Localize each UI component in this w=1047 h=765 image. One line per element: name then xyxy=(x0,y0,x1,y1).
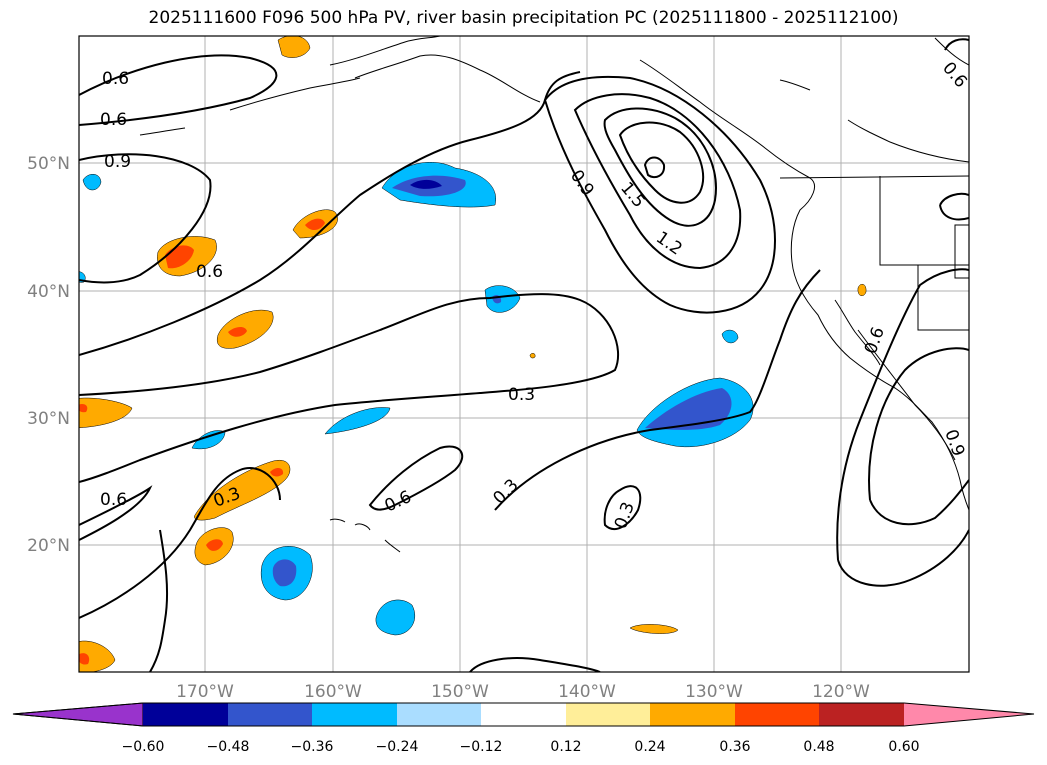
lon-tick-label: 140°W xyxy=(558,682,616,702)
lon-tick-label: 120°W xyxy=(812,682,870,702)
colorbar-extend-right xyxy=(904,703,1034,726)
colorbar-tick-label: −0.12 xyxy=(460,739,503,755)
lon-tick-label: 130°W xyxy=(685,682,743,702)
colorbar-swatch xyxy=(566,703,650,726)
lon-tick-label: 170°W xyxy=(176,682,234,702)
contour-label: 0.6 xyxy=(100,490,127,510)
map-frame xyxy=(78,35,970,673)
colorbar-swatch xyxy=(143,703,228,726)
colorbar-swatch xyxy=(650,703,735,726)
colorbar-tick-label: 0.12 xyxy=(550,739,581,755)
colorbar-tick-label: 0.48 xyxy=(803,739,834,755)
lat-tick-label: 40°N xyxy=(27,282,70,302)
lat-tick-label: 30°N xyxy=(27,409,70,429)
lon-tick-label: 150°W xyxy=(431,682,489,702)
contour-label: 0.9 xyxy=(104,152,131,172)
lat-tick-label: 20°N xyxy=(27,536,70,556)
colorbar xyxy=(12,702,1035,727)
coastlines xyxy=(139,36,969,553)
colorbar-tick-label: −0.24 xyxy=(376,739,419,755)
lat-tick-labels: 50°N 40°N 30°N 20°N xyxy=(27,154,70,556)
contour-label: 0.6 xyxy=(102,69,129,89)
pv-contours xyxy=(79,38,969,672)
map-area xyxy=(79,36,969,672)
colorbar-swatch xyxy=(228,703,312,726)
contour-label: 0.6 xyxy=(196,262,223,282)
gridlines xyxy=(79,36,969,672)
colorbar-swatch xyxy=(819,703,904,726)
colorbar-tick-label: −0.36 xyxy=(291,739,334,755)
lon-tick-labels: 170°W 160°W 150°W 140°W 130°W 120°W xyxy=(176,682,870,702)
colorbar-ticks: −0.60 −0.48 −0.36 −0.24 −0.12 0.12 0.24 … xyxy=(122,739,920,755)
colorbar-tick-label: −0.48 xyxy=(207,739,250,755)
contour-label: 0.6 xyxy=(100,110,127,130)
colorbar-tick-label: 0.36 xyxy=(719,739,750,755)
colorbar-swatch xyxy=(481,703,566,726)
colorbar-tick-label: 0.60 xyxy=(888,739,919,755)
colorbar-tick-label: 0.24 xyxy=(634,739,665,755)
colorbar-extend-left xyxy=(12,702,144,727)
lat-tick-label: 50°N xyxy=(27,154,70,174)
colorbar-swatch xyxy=(312,703,397,726)
colorbar-tick-label: −0.60 xyxy=(122,739,165,755)
lon-tick-label: 160°W xyxy=(304,682,362,702)
contour-label: 0.3 xyxy=(508,385,535,405)
map-title: 2025111600 F096 500 hPa PV, river basin … xyxy=(148,8,899,28)
colorbar-swatch xyxy=(735,703,819,726)
precip-shading xyxy=(79,36,867,672)
colorbar-swatch xyxy=(397,703,481,726)
